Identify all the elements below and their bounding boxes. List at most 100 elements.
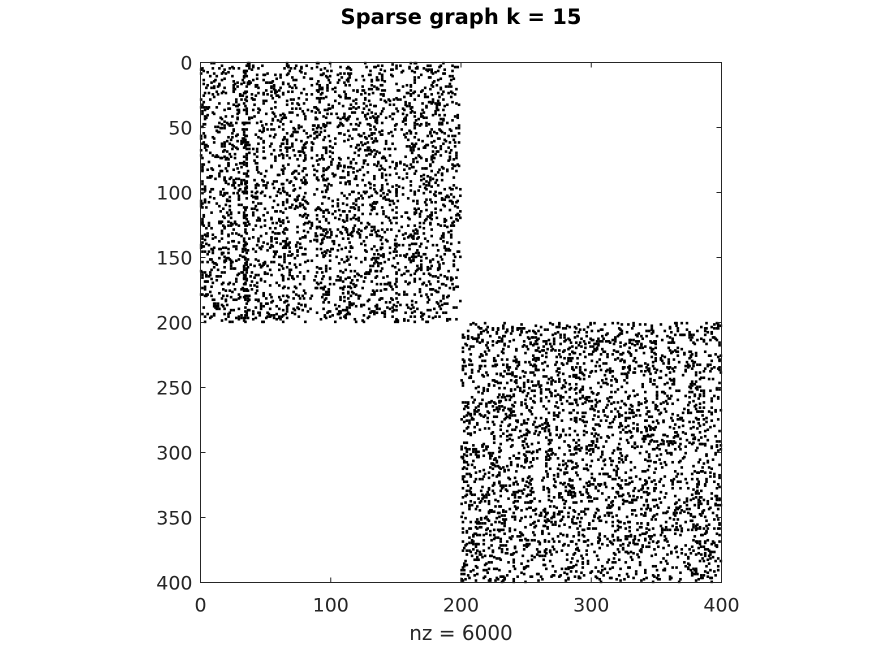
nonzero-point	[461, 381, 465, 385]
nonzero-point	[586, 496, 590, 499]
nonzero-point	[215, 202, 219, 205]
nonzero-point	[255, 73, 259, 77]
nonzero-point	[459, 210, 462, 213]
nonzero-point	[619, 437, 622, 441]
nonzero-point	[465, 454, 469, 458]
nonzero-point	[680, 321, 684, 325]
nonzero-point	[201, 112, 204, 116]
nonzero-point	[281, 200, 285, 204]
nonzero-point	[237, 241, 241, 244]
nonzero-point	[391, 199, 394, 203]
nonzero-point	[341, 280, 345, 283]
nonzero-point	[692, 420, 695, 424]
nonzero-point	[623, 360, 626, 364]
nonzero-point	[422, 191, 426, 195]
nonzero-point	[400, 70, 404, 74]
nonzero-point	[348, 134, 351, 138]
nonzero-point	[322, 115, 325, 118]
nonzero-point	[281, 277, 285, 281]
nonzero-point	[533, 420, 536, 424]
nonzero-point	[408, 104, 411, 108]
nonzero-point	[684, 432, 687, 435]
nonzero-point	[320, 87, 324, 91]
nonzero-point	[425, 198, 428, 201]
nonzero-point	[561, 533, 565, 537]
nonzero-point	[520, 403, 523, 407]
nonzero-point	[237, 177, 241, 181]
nonzero-point	[449, 278, 453, 282]
nonzero-point	[710, 412, 714, 416]
nonzero-point	[270, 86, 273, 90]
nonzero-point	[294, 286, 298, 290]
nonzero-point	[548, 549, 552, 552]
nonzero-point	[212, 61, 216, 65]
nonzero-point	[629, 550, 633, 554]
nonzero-point	[543, 360, 547, 364]
nonzero-point	[245, 99, 249, 103]
nonzero-point	[356, 89, 359, 92]
nonzero-point	[370, 78, 374, 82]
nonzero-point	[262, 150, 265, 153]
nonzero-point	[617, 550, 621, 554]
nonzero-point	[703, 483, 707, 486]
nonzero-point	[262, 213, 265, 217]
nonzero-point	[473, 425, 476, 429]
nonzero-point	[597, 558, 600, 562]
nonzero-point	[716, 367, 720, 370]
nonzero-point	[525, 405, 529, 408]
nonzero-point	[261, 130, 264, 134]
nonzero-point	[499, 484, 503, 487]
nonzero-point	[590, 476, 594, 480]
nonzero-point	[535, 457, 539, 460]
nonzero-point	[237, 315, 241, 318]
nonzero-point	[237, 111, 241, 114]
nonzero-point	[563, 506, 566, 510]
nonzero-point	[363, 96, 367, 100]
nonzero-point	[215, 90, 219, 94]
nonzero-point	[696, 410, 699, 413]
nonzero-point	[529, 515, 532, 519]
nonzero-point	[354, 128, 358, 131]
nonzero-point	[663, 382, 667, 386]
nonzero-point	[435, 178, 439, 182]
nonzero-point	[240, 203, 243, 207]
nonzero-point	[663, 355, 667, 359]
nonzero-point	[530, 451, 534, 455]
nonzero-point	[498, 393, 501, 396]
nonzero-point	[552, 414, 556, 417]
nonzero-point	[650, 438, 654, 442]
nonzero-point	[598, 472, 602, 476]
nonzero-point	[414, 67, 418, 70]
nonzero-point	[281, 128, 285, 131]
nonzero-point	[520, 323, 523, 326]
nonzero-point	[248, 294, 251, 298]
nonzero-point	[526, 559, 530, 563]
nonzero-point	[350, 230, 354, 234]
nonzero-point	[495, 567, 499, 571]
nonzero-point	[422, 221, 426, 225]
nonzero-point	[670, 330, 673, 334]
nonzero-point	[322, 138, 325, 142]
nonzero-point	[569, 341, 573, 344]
nonzero-point	[475, 572, 479, 576]
nonzero-point	[375, 139, 379, 143]
nonzero-point	[360, 221, 363, 225]
nonzero-point	[201, 271, 204, 274]
nonzero-point	[529, 397, 532, 400]
nonzero-point	[384, 198, 388, 201]
nonzero-point	[627, 544, 630, 547]
nonzero-point	[564, 579, 568, 582]
nonzero-point	[716, 507, 720, 511]
nonzero-point	[324, 228, 328, 231]
nonzero-point	[289, 67, 293, 70]
nonzero-point	[207, 221, 211, 225]
nonzero-point	[271, 245, 275, 248]
nonzero-point	[202, 82, 206, 86]
nonzero-point	[349, 161, 353, 165]
nonzero-point	[345, 78, 349, 82]
nonzero-point	[498, 568, 501, 572]
nonzero-point	[444, 311, 448, 315]
nonzero-point	[478, 367, 482, 370]
nonzero-point	[257, 135, 260, 139]
